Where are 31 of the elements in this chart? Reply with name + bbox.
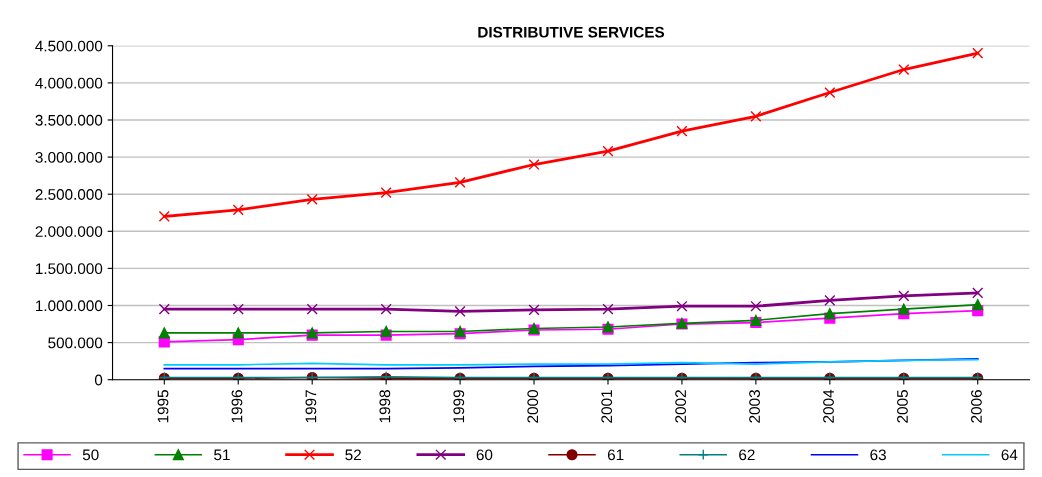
x-tick-label: 1998 [379, 390, 391, 423]
legend-label: 60 [476, 449, 493, 461]
chart-title: DISTRIBUTIVE SERVICES [478, 26, 665, 38]
y-tick-label: 2.500.000 [35, 189, 103, 200]
y-tick-label: 2.000.000 [35, 226, 103, 237]
x-tick-label: 2006 [971, 390, 982, 423]
y-tick-label: 4.500.000 [35, 40, 103, 52]
x-tick-label: 2004 [823, 389, 834, 423]
x-tick-label: 1997 [305, 390, 317, 423]
x-tick-label: 1996 [231, 390, 243, 423]
legend-label: 52 [345, 449, 361, 461]
y-tick-label: 3.000.000 [35, 151, 103, 163]
x-tick-label: 1995 [157, 390, 169, 423]
legend-label: 51 [214, 449, 230, 461]
x-tick-label: 1999 [453, 390, 465, 423]
legend-label: 62 [739, 449, 755, 461]
y-tick-label: 0 [94, 374, 103, 386]
legend-label: 50 [82, 449, 99, 461]
x-tick-label: 2000 [527, 390, 539, 423]
y-tick-label: 4.000.000 [35, 77, 103, 89]
legend-label: 63 [870, 449, 886, 461]
legend-label: 64 [1001, 449, 1018, 461]
y-tick-label: 1.500.000 [36, 263, 103, 275]
x-tick-label: 2003 [749, 390, 760, 423]
x-tick-label: 2002 [675, 390, 687, 423]
y-tick-label: 1.000.000 [36, 300, 103, 312]
y-tick-label: 500.000 [48, 337, 103, 349]
x-tick-label: 2001 [601, 390, 613, 423]
y-tick-label: 3.500.000 [35, 114, 103, 126]
x-tick-label: 2005 [897, 390, 908, 423]
legend-label: 61 [607, 449, 624, 461]
